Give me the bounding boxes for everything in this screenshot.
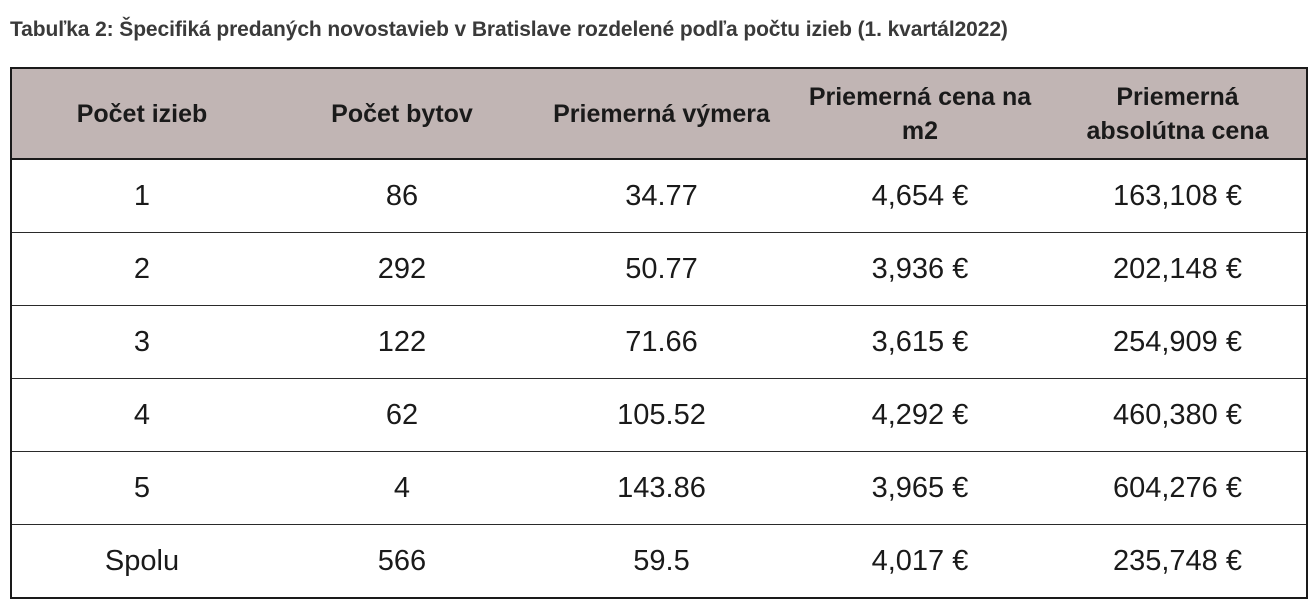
table-cell: 71.66 [532,305,791,379]
table-cell: 50.77 [532,232,791,306]
table-cell: 34.77 [625,179,698,212]
data-table: Počet izieb Počet bytov Priemerná výmera… [10,67,1308,599]
table-cell: 143.86 [532,451,791,525]
table-header-row: Počet izieb Počet bytov Priemerná výmera… [11,68,1307,160]
table-cell: 62 [272,378,532,452]
table-cell: 3 [11,305,272,379]
table-cell: 4,292 € [791,378,1049,452]
table-cell: 122 [272,305,532,379]
table-cell: 3,965 € [791,451,1049,525]
table-cell: 4,654 € [871,179,969,212]
table-cell: 254,909 € [1049,305,1307,379]
table-cell: 1 [133,179,151,212]
table-row: 5 4 143.86 3,965 € 604,276 € [11,451,1307,525]
column-header-avg-abs-price: Priemerná absolútna cena [1049,68,1307,160]
table-cell: 163,108 € [1112,179,1242,212]
table-cell: 4 [272,451,532,525]
column-header-flats: Počet bytov [272,68,532,160]
table-cell: 202,148 € [1049,232,1307,306]
table-cell: 460,380 € [1049,378,1307,452]
table-row: 3 122 71.66 3,615 € 254,909 € [11,305,1307,379]
table-cell: 235,748 € [1049,524,1307,598]
column-header-avg-area: Priemerná výmera [532,68,791,160]
table-row: 1 86 34.77 4,654 € 163,108 € [11,159,1307,233]
column-header-avg-price-m2: Priemerná cena na m2 [791,68,1049,160]
table-cell: 59.5 [532,524,791,598]
table-cell: 566 [272,524,532,598]
table-cell: 105.52 [532,378,791,452]
table-cell: 3,615 € [791,305,1049,379]
table-row: 2 292 50.77 3,936 € 202,148 € [11,232,1307,306]
table-row-total: Spolu 566 59.5 4,017 € 235,748 € [11,524,1307,598]
table-cell: 292 [272,232,532,306]
table-cell: 604,276 € [1049,451,1307,525]
table-cell: 86 [385,179,419,212]
table-cell: 5 [11,451,272,525]
column-header-rooms: Počet izieb [11,68,272,160]
table-caption: Tabuľka 2: Špecifiká predaných novostavi… [10,18,1008,41]
table-cell: 2 [11,232,272,306]
table-cell: 3,936 € [791,232,1049,306]
table-cell: 4,017 € [791,524,1049,598]
table-cell: 4 [11,378,272,452]
data-table-container: Počet izieb Počet bytov Priemerná výmera… [10,67,1308,599]
table-cell: Spolu [11,524,272,598]
table-row: 4 62 105.52 4,292 € 460,380 € [11,378,1307,452]
